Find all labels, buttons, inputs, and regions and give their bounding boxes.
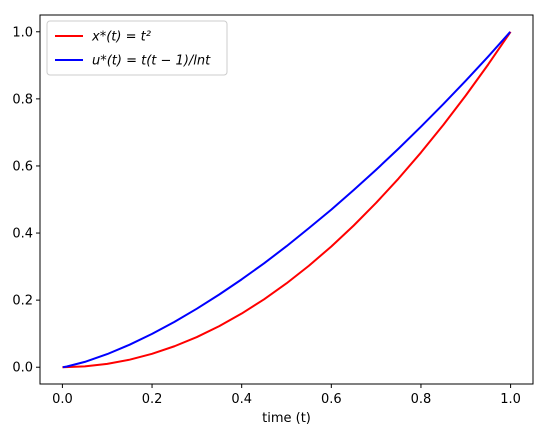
- x-tick-label: 0.2: [142, 392, 163, 407]
- x-axis-ticks: 0.0 0.2 0.4 0.6 0.8 1.0: [52, 384, 521, 407]
- series-line-1: [62, 31, 512, 369]
- y-tick-label: 0.2: [12, 294, 33, 309]
- series-line-2: [62, 31, 511, 369]
- y-tick-label: 0.6: [12, 159, 33, 174]
- plot-area-frame: [39, 14, 534, 385]
- plot-series-group: [62, 31, 512, 369]
- legend-label-2: u*(t) = t(t − 1)/lnt: [92, 54, 211, 69]
- x-tick-label: 0.4: [231, 392, 252, 407]
- y-tick-label: 0.8: [12, 92, 33, 107]
- x-tick-label: 0.8: [411, 392, 432, 407]
- x-tick-label: 0.0: [52, 392, 73, 407]
- legend: x*(t) = t² u*(t) = t(t − 1)/lnt: [46, 20, 228, 76]
- y-tick-label: 0.0: [12, 361, 33, 376]
- y-tick-label: 0.4: [12, 227, 33, 242]
- y-axis-ticks: 0.0 0.2 0.4 0.6 0.8 1.0: [12, 25, 40, 376]
- legend-box: [46, 20, 228, 76]
- x-tick-label: 0.6: [321, 392, 342, 407]
- x-axis-label: time (t): [262, 411, 311, 426]
- x-tick-label: 1.0: [500, 392, 521, 407]
- y-tick-label: 1.0: [12, 25, 33, 40]
- legend-label-1: x*(t) = t²: [91, 30, 151, 45]
